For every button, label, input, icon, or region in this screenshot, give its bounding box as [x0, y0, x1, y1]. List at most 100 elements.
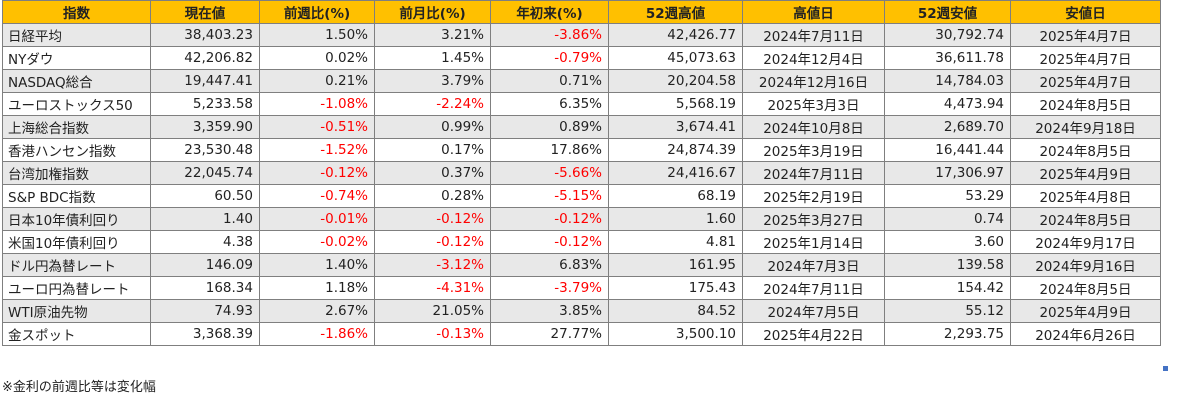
table-row: ユーロストックス50 5,233.58 -1.08% -2.24% 6.35% 5,568… [2, 92, 1161, 116]
cell-index-name: ユーロストックス50 [2, 92, 151, 116]
table-row: NYダウ 42,206.82 0.02% 1.45% -0.79% 45,073.63 20… [2, 46, 1161, 70]
cell-ytd-change: 27.77% [490, 322, 609, 346]
header-low-date: 安値日 [1010, 0, 1161, 24]
cell-high-52w: 161.95 [608, 253, 743, 277]
cell-low-52w: 2,293.75 [884, 322, 1011, 346]
cell-current-value: 74.93 [150, 299, 260, 323]
cell-low-52w: 2,689.70 [884, 115, 1011, 139]
cell-high-date: 2025年3月27日 [742, 207, 885, 231]
cell-low-52w: 0.74 [884, 207, 1011, 231]
cell-low-52w: 4,473.94 [884, 92, 1011, 116]
header-index: 指数 [2, 0, 151, 24]
cell-low-date: 2025年4月9日 [1010, 161, 1161, 185]
cell-low-date: 2024年8月5日 [1010, 138, 1161, 162]
cell-ytd-change: 6.35% [490, 92, 609, 116]
cell-week-change: -1.52% [259, 138, 375, 162]
cell-index-name: 上海総合指数 [2, 115, 151, 139]
cell-month-change: -0.12% [374, 207, 491, 231]
cell-low-52w: 14,784.03 [884, 69, 1011, 93]
cell-ytd-change: 0.89% [490, 115, 609, 139]
cell-high-date: 2025年1月14日 [742, 230, 885, 254]
cell-high-date: 2025年2月19日 [742, 184, 885, 208]
cell-week-change: -0.01% [259, 207, 375, 231]
corner-marker [1163, 366, 1168, 371]
cell-high-52w: 5,568.19 [608, 92, 743, 116]
cell-ytd-change: -0.79% [490, 46, 609, 70]
cell-week-change: -0.51% [259, 115, 375, 139]
header-52w-high: 52週高値 [608, 0, 743, 24]
cell-low-date: 2024年9月18日 [1010, 115, 1161, 139]
cell-week-change: 0.02% [259, 46, 375, 70]
header-ytd-change: 年初来(%) [490, 0, 609, 24]
cell-ytd-change: -3.79% [490, 276, 609, 300]
cell-low-52w: 53.29 [884, 184, 1011, 208]
cell-week-change: 1.40% [259, 253, 375, 277]
cell-low-date: 2024年8月5日 [1010, 207, 1161, 231]
cell-high-date: 2024年12月16日 [742, 69, 885, 93]
table-row: NASDAQ総合 19,447.41 0.21% 3.79% 0.71% 20,204.5… [2, 69, 1161, 93]
cell-low-date: 2025年4月9日 [1010, 299, 1161, 323]
header-52w-low: 52週安値 [884, 0, 1011, 24]
cell-high-date: 2025年3月3日 [742, 92, 885, 116]
header-current-value: 現在値 [150, 0, 260, 24]
cell-month-change: 0.28% [374, 184, 491, 208]
cell-high-date: 2024年7月11日 [742, 276, 885, 300]
cell-index-name: ユーロ円為替レート [2, 276, 151, 300]
cell-high-date: 2024年7月3日 [742, 253, 885, 277]
cell-high-date: 2024年7月11日 [742, 23, 885, 47]
cell-low-date: 2024年8月5日 [1010, 276, 1161, 300]
cell-ytd-change: -3.86% [490, 23, 609, 47]
cell-current-value: 1.40 [150, 207, 260, 231]
cell-month-change: 21.05% [374, 299, 491, 323]
cell-week-change: -0.02% [259, 230, 375, 254]
cell-ytd-change: 6.83% [490, 253, 609, 277]
cell-high-52w: 42,426.77 [608, 23, 743, 47]
table-row: 金スポット 3,368.39 -1.86% -0.13% 27.77% 3,500.10 2… [2, 322, 1161, 346]
header-month-change: 前月比(%) [374, 0, 491, 24]
cell-low-date: 2024年9月16日 [1010, 253, 1161, 277]
cell-low-52w: 17,306.97 [884, 161, 1011, 185]
cell-ytd-change: 17.86% [490, 138, 609, 162]
table-row: 日本10年債利回り 1.40 -0.01% -0.12% -0.12% 1.60 2025年… [2, 207, 1161, 231]
cell-high-52w: 4.81 [608, 230, 743, 254]
cell-month-change: -0.12% [374, 230, 491, 254]
cell-week-change: 1.18% [259, 276, 375, 300]
cell-low-52w: 139.58 [884, 253, 1011, 277]
cell-low-date: 2025年4月7日 [1010, 46, 1161, 70]
table-row: 香港ハンセン指数 23,530.48 -1.52% 0.17% 17.86% 24,874… [2, 138, 1161, 162]
cell-high-date: 2024年7月11日 [742, 161, 885, 185]
cell-current-value: 3,368.39 [150, 322, 260, 346]
cell-current-value: 168.34 [150, 276, 260, 300]
cell-low-52w: 16,441.44 [884, 138, 1011, 162]
cell-index-name: 米国10年債利回り [2, 230, 151, 254]
cell-ytd-change: -0.12% [490, 207, 609, 231]
cell-low-52w: 3.60 [884, 230, 1011, 254]
cell-week-change: 0.21% [259, 69, 375, 93]
header-row: 指数 現在値 前週比(%) 前月比(%) 年初来(%) 52週高値 高値日 52… [2, 0, 1161, 24]
cell-index-name: 日経平均 [2, 23, 151, 47]
cell-index-name: 日本10年債利回り [2, 207, 151, 231]
table-body: 日経平均 38,403.23 1.50% 3.21% -3.86% 42,426.77 20… [2, 23, 1161, 346]
cell-month-change: -2.24% [374, 92, 491, 116]
cell-high-52w: 1.60 [608, 207, 743, 231]
footnote: ※金利の前週比等は変化幅 [2, 380, 156, 395]
cell-high-52w: 24,416.67 [608, 161, 743, 185]
cell-current-value: 146.09 [150, 253, 260, 277]
cell-high-52w: 84.52 [608, 299, 743, 323]
cell-index-name: NYダウ [2, 46, 151, 70]
cell-low-52w: 154.42 [884, 276, 1011, 300]
header-week-change: 前週比(%) [259, 0, 375, 24]
cell-week-change: -1.86% [259, 322, 375, 346]
cell-index-name: 台湾加権指数 [2, 161, 151, 185]
cell-index-name: ドル円為替レート [2, 253, 151, 277]
cell-ytd-change: -0.12% [490, 230, 609, 254]
cell-month-change: 0.99% [374, 115, 491, 139]
cell-current-value: 3,359.90 [150, 115, 260, 139]
cell-low-date: 2025年4月8日 [1010, 184, 1161, 208]
cell-low-date: 2024年9月17日 [1010, 230, 1161, 254]
cell-current-value: 38,403.23 [150, 23, 260, 47]
cell-month-change: 3.21% [374, 23, 491, 47]
cell-month-change: 0.37% [374, 161, 491, 185]
cell-index-name: WTI原油先物 [2, 299, 151, 323]
table-row: 日経平均 38,403.23 1.50% 3.21% -3.86% 42,426.77 20… [2, 23, 1161, 47]
